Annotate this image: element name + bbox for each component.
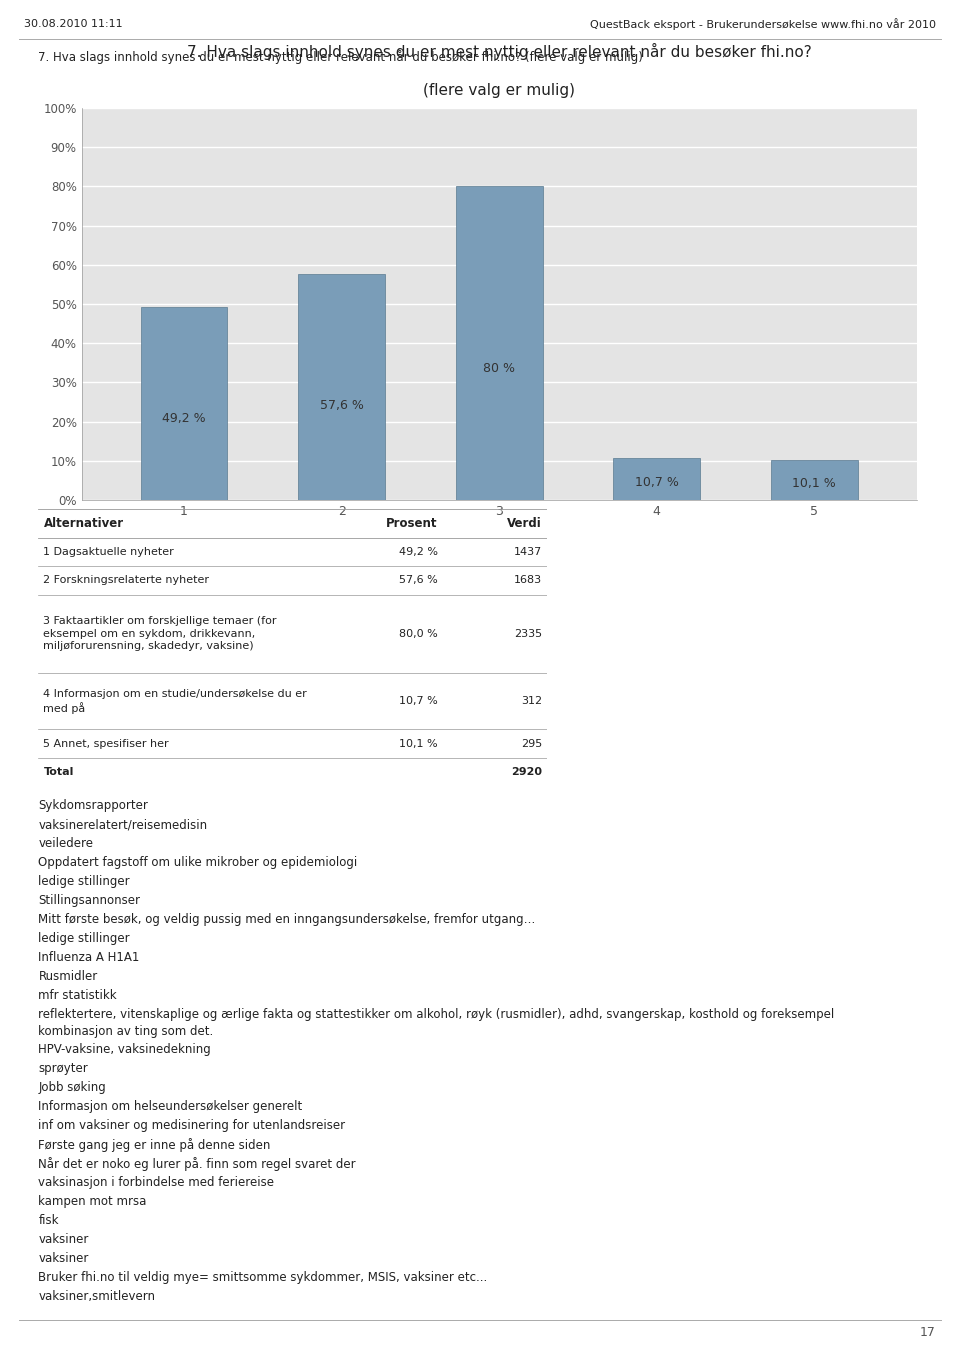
Text: 1 Dagsaktuelle nyheter: 1 Dagsaktuelle nyheter: [43, 547, 174, 557]
Text: Første gang jeg er inne på denne siden: Første gang jeg er inne på denne siden: [38, 1138, 271, 1152]
Text: vaksiner: vaksiner: [38, 1252, 88, 1265]
Text: 1683: 1683: [514, 576, 542, 585]
Text: 5 Annet, spesifiser her: 5 Annet, spesifiser her: [43, 739, 169, 748]
Text: 2 Forskningsrelaterte nyheter: 2 Forskningsrelaterte nyheter: [43, 576, 209, 585]
Bar: [141, 307, 228, 500]
Text: reflektertere, vitenskaplige og ærlige fakta og stattestikker om alkohol, røyk (: reflektertere, vitenskaplige og ærlige f…: [38, 1008, 834, 1038]
Text: 10,1 %: 10,1 %: [793, 477, 836, 490]
Text: 57,6 %: 57,6 %: [399, 576, 438, 585]
Text: vaksinasjon i forbindelse med feriereise: vaksinasjon i forbindelse med feriereise: [38, 1177, 275, 1189]
Text: Mitt første besøk, og veldig pussig med en inngangsundersøkelse, fremfor utgang…: Mitt første besøk, og veldig pussig med …: [38, 913, 536, 927]
Text: Rusmidler: Rusmidler: [38, 970, 98, 984]
Text: 80 %: 80 %: [483, 362, 516, 374]
Text: 49,2 %: 49,2 %: [162, 412, 205, 426]
Text: vaksiner,smitlevern: vaksiner,smitlevern: [38, 1290, 156, 1304]
Text: 2335: 2335: [514, 628, 542, 639]
Text: 295: 295: [521, 739, 542, 748]
Text: 7. Hva slags innhold synes du er mest nyttig eller relevant når du besøker fhi.n: 7. Hva slags innhold synes du er mest ny…: [187, 42, 811, 59]
Text: fisk: fisk: [38, 1215, 59, 1227]
Text: sprøyter: sprøyter: [38, 1062, 88, 1075]
Text: 10,7 %: 10,7 %: [399, 696, 438, 707]
Text: veiledere: veiledere: [38, 838, 93, 850]
Text: Bruker fhi.no til veldig mye= smittsomme sykdommer, MSIS, vaksiner etc...: Bruker fhi.no til veldig mye= smittsomme…: [38, 1271, 488, 1283]
Text: 312: 312: [521, 696, 542, 707]
Bar: [771, 461, 857, 500]
Text: Informasjon om helseundersøkelser generelt: Informasjon om helseundersøkelser genere…: [38, 1100, 302, 1113]
Text: 30.08.2010 11:11: 30.08.2010 11:11: [24, 19, 123, 30]
Text: 10,7 %: 10,7 %: [635, 476, 679, 489]
Text: 1437: 1437: [514, 547, 542, 557]
Text: Oppdatert fagstoff om ulike mikrober og epidemiologi: Oppdatert fagstoff om ulike mikrober og …: [38, 857, 358, 869]
Text: mfr statistikk: mfr statistikk: [38, 989, 117, 1002]
Text: Verdi: Verdi: [508, 517, 542, 530]
Text: ledige stillinger: ledige stillinger: [38, 875, 130, 888]
Text: 3 Faktaartikler om forskjellige temaer (for
eksempel om en sykdom, drikkevann,
m: 3 Faktaartikler om forskjellige temaer (…: [43, 616, 277, 651]
Text: 4 Informasjon om en studie/undersøkelse du er
med på: 4 Informasjon om en studie/undersøkelse …: [43, 689, 307, 713]
Text: 80,0 %: 80,0 %: [399, 628, 438, 639]
Text: 49,2 %: 49,2 %: [398, 547, 438, 557]
Bar: [456, 186, 542, 500]
Text: QuestBack eksport - Brukerundersøkelse www.fhi.no vår 2010: QuestBack eksport - Brukerundersøkelse w…: [590, 19, 936, 31]
Text: Total: Total: [43, 767, 74, 777]
Text: 2920: 2920: [511, 767, 542, 777]
Text: vaksinerelatert/reisemedisin: vaksinerelatert/reisemedisin: [38, 819, 207, 831]
Text: (flere valg er mulig): (flere valg er mulig): [423, 82, 575, 99]
Text: Jobb søking: Jobb søking: [38, 1081, 107, 1094]
Text: inf om vaksiner og medisinering for utenlandsreiser: inf om vaksiner og medisinering for uten…: [38, 1119, 346, 1132]
Text: 10,1 %: 10,1 %: [399, 739, 438, 748]
Text: kampen mot mrsa: kampen mot mrsa: [38, 1196, 147, 1208]
Text: 57,6 %: 57,6 %: [320, 399, 364, 412]
Text: Sykdomsrapporter: Sykdomsrapporter: [38, 800, 148, 812]
Text: HPV-vaksine, vaksinedekning: HPV-vaksine, vaksinedekning: [38, 1043, 211, 1056]
Text: Influenza A H1A1: Influenza A H1A1: [38, 951, 140, 965]
Text: Når det er noko eg lurer på. finn som regel svaret der: Når det er noko eg lurer på. finn som re…: [38, 1158, 356, 1171]
Text: Stillingsannonser: Stillingsannonser: [38, 894, 140, 907]
Text: ledige stillinger: ledige stillinger: [38, 932, 130, 946]
Text: Alternativer: Alternativer: [43, 517, 124, 530]
Bar: [299, 274, 385, 500]
Bar: [613, 458, 700, 500]
Text: 7. Hva slags innhold synes du er mest nyttig eller relevant når du besøker fhi.n: 7. Hva slags innhold synes du er mest ny…: [38, 50, 643, 63]
Text: 17: 17: [920, 1327, 936, 1339]
Text: Prosent: Prosent: [386, 517, 438, 530]
Text: vaksiner: vaksiner: [38, 1233, 88, 1246]
